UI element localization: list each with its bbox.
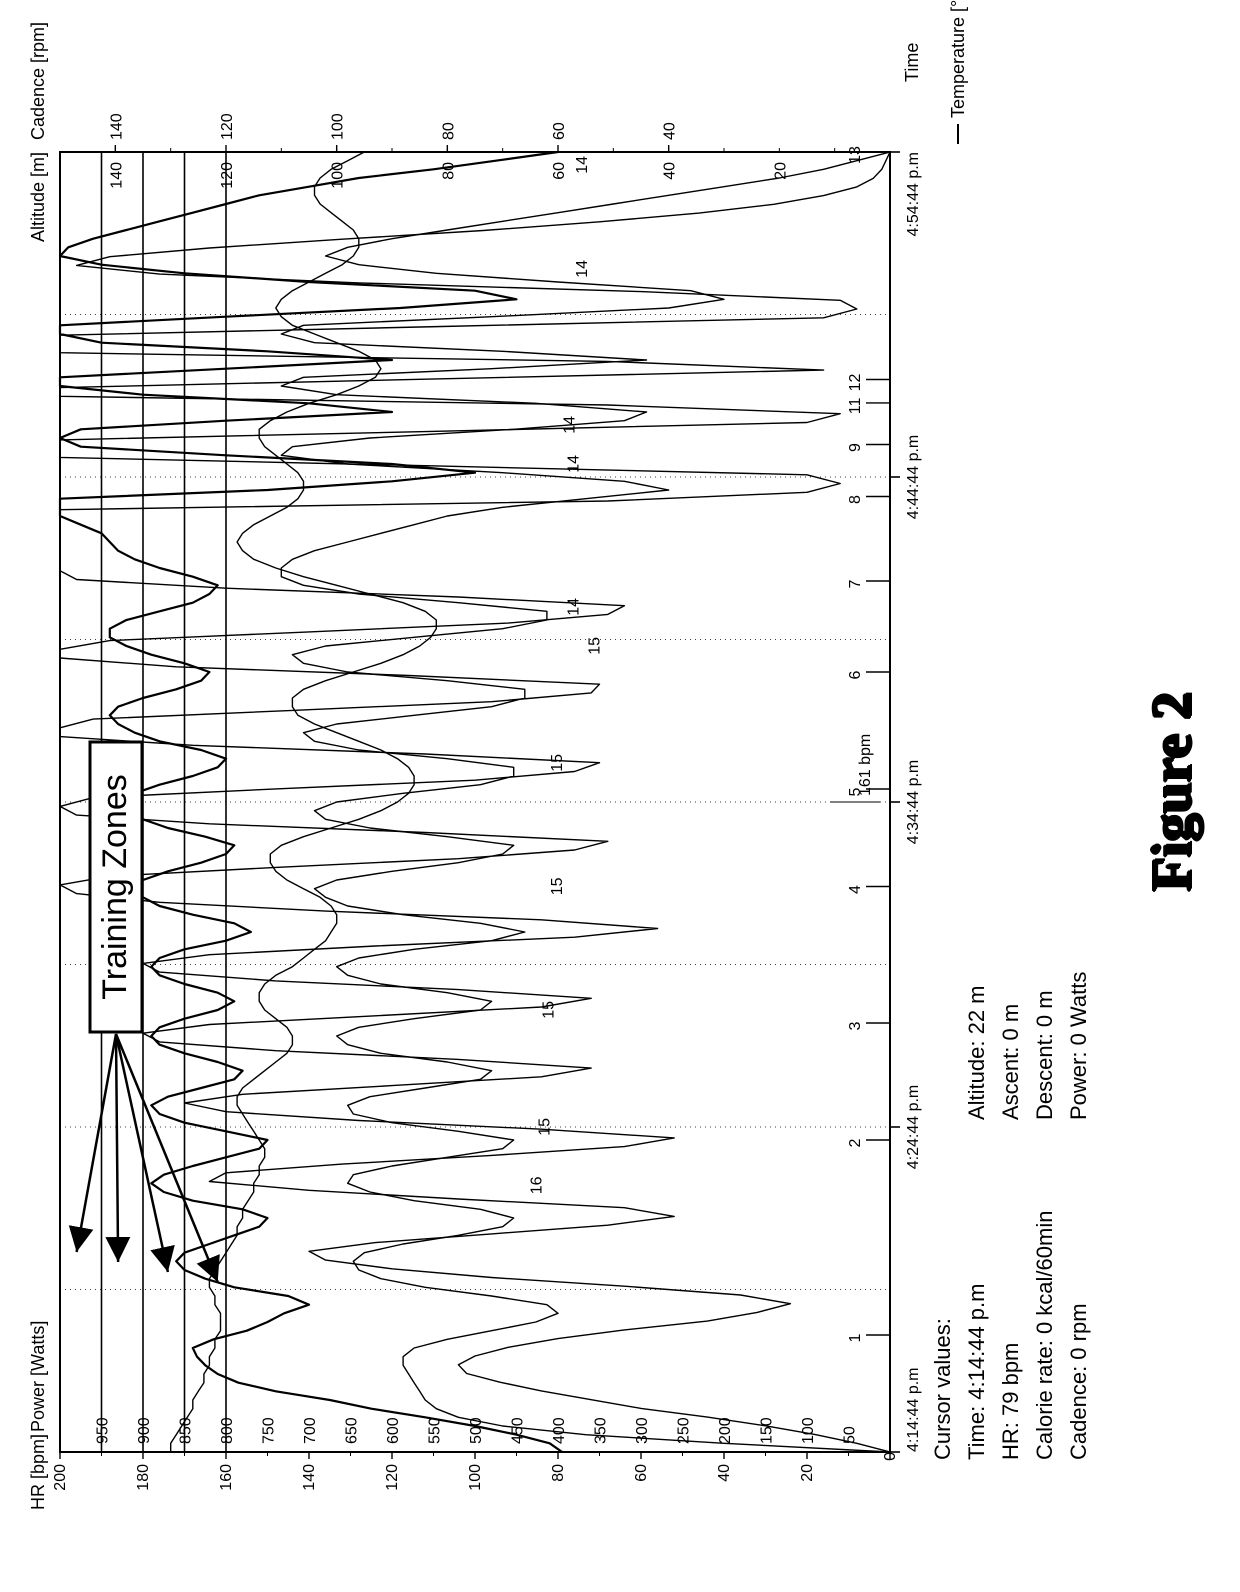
- svg-text:950: 950: [95, 1417, 112, 1444]
- svg-text:HR [bpm]: HR [bpm]: [28, 1434, 48, 1510]
- svg-text:Cursor values:: Cursor values:: [930, 1318, 955, 1460]
- svg-text:120: 120: [384, 1464, 401, 1491]
- svg-text:20: 20: [799, 1464, 816, 1482]
- figure-caption: Figure 2: [1141, 692, 1203, 892]
- svg-text:450: 450: [510, 1417, 527, 1444]
- svg-text:650: 650: [344, 1417, 361, 1444]
- svg-text:4: 4: [847, 885, 864, 894]
- svg-text:1: 1: [847, 1333, 864, 1342]
- svg-text:Altitude [m]: Altitude [m]: [28, 152, 48, 242]
- svg-text:Power: 0 Watts: Power: 0 Watts: [1066, 972, 1091, 1120]
- svg-text:120: 120: [219, 113, 236, 140]
- svg-text:4:54:44 p.m: 4:54:44 p.m: [905, 152, 922, 237]
- svg-text:Altitude: 22 m: Altitude: 22 m: [964, 985, 989, 1120]
- training-zones-label: Training Zones: [96, 774, 134, 1000]
- svg-text:4:14:44 p.m: 4:14:44 p.m: [905, 1368, 922, 1453]
- svg-text:Cadence: 0 rpm: Cadence: 0 rpm: [1066, 1303, 1091, 1460]
- svg-text:8: 8: [847, 495, 864, 504]
- svg-text:550: 550: [427, 1417, 444, 1444]
- svg-text:700: 700: [302, 1417, 319, 1444]
- svg-text:Calorie rate: 0 kcal/60min: Calorie rate: 0 kcal/60min: [1032, 1211, 1057, 1460]
- svg-text:4:34:44 p.m: 4:34:44 p.m: [905, 760, 922, 845]
- svg-text:4:24:44 p.m: 4:24:44 p.m: [905, 1085, 922, 1170]
- svg-text:6: 6: [847, 670, 864, 679]
- svg-text:7: 7: [847, 579, 864, 588]
- svg-text:15: 15: [537, 1118, 554, 1136]
- svg-text:100: 100: [330, 113, 347, 140]
- svg-text:14: 14: [561, 416, 578, 434]
- svg-text:15: 15: [549, 754, 566, 772]
- svg-text:Ascent: 0 m: Ascent: 0 m: [998, 1004, 1023, 1120]
- svg-text:161 bpm: 161 bpm: [857, 734, 874, 796]
- svg-text:11: 11: [847, 397, 864, 414]
- svg-text:Time: Time: [902, 43, 922, 82]
- svg-text:180: 180: [135, 1464, 152, 1491]
- svg-text:140: 140: [108, 113, 125, 140]
- zone-arrow: [77, 1034, 116, 1252]
- svg-text:400: 400: [551, 1417, 568, 1444]
- svg-text:80: 80: [440, 162, 457, 180]
- svg-text:900: 900: [136, 1417, 153, 1444]
- svg-text:100: 100: [800, 1417, 817, 1444]
- svg-text:200: 200: [52, 1464, 69, 1491]
- svg-text:850: 850: [178, 1417, 195, 1444]
- svg-text:140: 140: [301, 1464, 318, 1491]
- svg-text:40: 40: [662, 162, 679, 180]
- svg-text:3: 3: [847, 1021, 864, 1030]
- svg-text:600: 600: [385, 1417, 402, 1444]
- zone-arrow: [116, 1034, 118, 1262]
- training-chart: 204060801001201401601802000HR [bpm]50100…: [0, 0, 1240, 1592]
- svg-text:800: 800: [219, 1417, 236, 1444]
- svg-text:Descent: 0 m: Descent: 0 m: [1032, 990, 1057, 1120]
- svg-text:14: 14: [566, 598, 583, 616]
- svg-text:9: 9: [847, 443, 864, 452]
- svg-text:60: 60: [633, 1464, 650, 1482]
- svg-text:80: 80: [440, 122, 457, 140]
- svg-text:0: 0: [882, 1452, 899, 1461]
- svg-text:40: 40: [716, 1464, 733, 1482]
- svg-text:40: 40: [662, 122, 679, 140]
- svg-text:Power [Watts]: Power [Watts]: [28, 1321, 48, 1432]
- svg-text:Time: 4:14:44 p.m: Time: 4:14:44 p.m: [964, 1284, 989, 1460]
- svg-text:100: 100: [467, 1464, 484, 1491]
- svg-text:16: 16: [528, 1176, 545, 1194]
- svg-text:HR: 79 bpm: HR: 79 bpm: [998, 1343, 1023, 1460]
- svg-text:300: 300: [634, 1417, 651, 1444]
- svg-text:750: 750: [261, 1417, 278, 1444]
- svg-text:60: 60: [551, 162, 568, 180]
- svg-text:150: 150: [759, 1417, 776, 1444]
- svg-text:15: 15: [549, 877, 566, 895]
- svg-text:Cadence [rpm]: Cadence [rpm]: [28, 22, 48, 140]
- zone-arrow: [116, 1034, 168, 1272]
- svg-text:12: 12: [847, 374, 864, 392]
- svg-text:80: 80: [550, 1464, 567, 1482]
- svg-text:15: 15: [586, 637, 603, 655]
- svg-text:2: 2: [847, 1138, 864, 1147]
- zone-arrow: [116, 1034, 218, 1282]
- svg-text:160: 160: [218, 1464, 235, 1491]
- svg-text:15: 15: [541, 1001, 558, 1019]
- svg-text:14: 14: [566, 455, 583, 473]
- svg-text:120: 120: [219, 162, 236, 189]
- svg-text:140: 140: [108, 162, 125, 189]
- svg-text:60: 60: [551, 122, 568, 140]
- svg-text:14: 14: [574, 156, 591, 174]
- svg-text:350: 350: [593, 1417, 610, 1444]
- svg-text:4:44:44 p.m: 4:44:44 p.m: [905, 435, 922, 520]
- svg-text:14: 14: [574, 260, 591, 278]
- svg-text:Temperature [°C]: Temperature [°C]: [948, 0, 968, 118]
